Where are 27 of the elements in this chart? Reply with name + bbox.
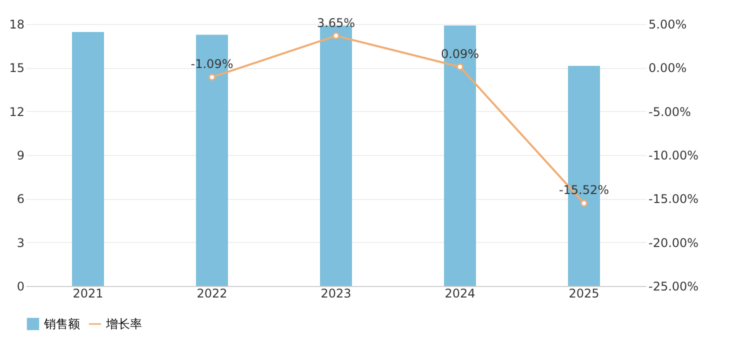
y2-tick-label: 5.00% [648,18,687,32]
point [208,74,216,81]
x-tick-label: 2021 [72,286,104,300]
point [456,63,464,70]
point [332,32,340,40]
y-tick-label: 12 [9,104,24,119]
y-tick-label: 9 [16,148,24,162]
x-tick-label: 2025 [568,286,600,300]
y2-tick-label: -15.00% [648,192,699,206]
y-tick-label: 15 [9,61,24,76]
x-tick-label: 2024 [444,286,476,300]
y-tick-label: 3 [16,236,24,250]
point [580,200,588,207]
x-tick-label: 2022 [196,286,228,300]
y2-tick-label: -5.00% [648,104,691,119]
legend-label: 增长率 [105,317,142,331]
y2-tick-label: -25.00% [648,280,699,294]
y2-tick-label: -10.00% [648,148,699,162]
y-tick-label: 18 [9,18,24,32]
y-tick-label: 6 [16,192,24,206]
y-tick-label: 0 [16,280,24,294]
bar [72,32,104,286]
x-tick-label: 2023 [320,286,352,300]
bar [320,26,352,286]
legend-label: 销售额 [43,317,80,331]
y2-tick-label: 0.00% [648,61,687,76]
y2-tick-label: -20.00% [648,236,699,250]
